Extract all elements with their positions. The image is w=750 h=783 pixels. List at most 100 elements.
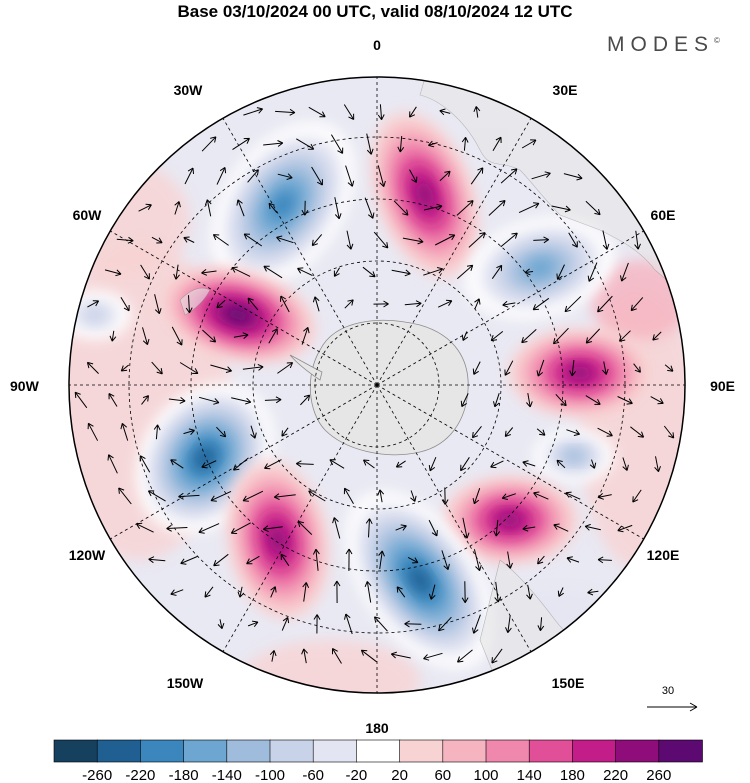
wind-arrow [533,491,549,500]
wind-arrow [141,395,149,405]
wind-arrow [183,236,195,243]
wind-arrow [178,492,200,500]
colorbar-tick-label: 100 [473,767,498,783]
wind-arrow [526,584,533,600]
wind-arrow [490,331,504,342]
wind-arrow [630,297,644,312]
wind-arrow [555,393,567,407]
brand-logo: MODES© [607,33,720,57]
wind-arrow [242,490,264,502]
colorbar-swatch [96,739,142,763]
wind-arrow [147,490,166,502]
wind-arrow [439,170,451,182]
wind-arrow [276,235,294,244]
wind-arrow [472,488,481,505]
wind-arrow [329,459,345,469]
wind-arrow [212,234,229,246]
wind-arrow [269,650,277,662]
graticule [69,77,685,693]
wind-arrow [434,234,456,246]
wind-arrow [472,361,481,375]
wind-arrow [277,362,294,374]
wind-arrow [168,397,186,404]
wind-arrow [460,457,470,472]
wind-arrow [630,426,645,438]
wind-arrow [404,300,422,308]
wind-arrow [428,584,436,600]
wind-arrow [462,517,470,539]
wind-arrow [585,200,601,216]
wind-arrow [140,264,150,280]
wind-arrow [564,295,582,313]
wind-arrow [333,267,341,277]
colorbar-swatch [399,739,444,763]
wind-arrow [522,524,536,532]
wind-arrow [493,393,500,408]
wind-arrow [536,428,546,436]
wind-arrow [247,297,259,311]
wind-arrow [151,361,163,375]
wind-arrow [474,298,481,310]
contour-band [416,181,434,209]
wind-arrow [201,269,217,276]
wind-arrow [216,299,226,309]
wind-arrow [216,426,227,438]
wind-arrow [537,617,545,631]
wind-arrow [247,620,259,628]
wind-reference-label: 30 [662,685,674,697]
colorbar-swatch [442,739,487,763]
wind-arrow [473,549,482,572]
wind-arrow [663,425,675,439]
wind-arrow [524,268,534,276]
wind-arrow [120,423,129,441]
wind-arrow [373,300,389,308]
wind-arrow [393,200,409,216]
wind-arrow [428,140,438,148]
wind-arrow [243,233,263,247]
wind-arrow [138,203,152,212]
wind-arrow [461,331,469,341]
colorbar-swatch [658,739,703,763]
wind-arrow [86,361,99,374]
wind-arrow [277,173,293,180]
wind-arrow [437,299,453,308]
colorbar-swatch [485,739,531,763]
colorbar-tick-label: 180 [560,767,585,783]
wind-arrow [301,200,309,216]
wind-reference-arrowhead [689,702,698,712]
wind-arrow [409,169,418,183]
wind-arrow [553,327,569,345]
wind-arrow [213,553,229,567]
wind-arrow [461,137,469,151]
wind-arrow [210,364,232,373]
wind-arrow [246,555,260,565]
wind-arrow [533,236,549,244]
wind-arrow [344,299,354,309]
wind-arrow [632,489,642,503]
anomaly-center [534,430,614,482]
wind-arrow [297,520,313,535]
wind-arrow [311,234,323,247]
wind-arrow [313,614,321,634]
wind-arrow [247,169,259,183]
wind-arrow [312,548,320,571]
wind-arrow [166,524,188,532]
wind-arrow [602,230,610,250]
latitude-circle [252,260,502,510]
wind-arrow [460,393,469,408]
wind-arrow [201,460,217,469]
wind-arrow [397,135,405,153]
wind-arrow [345,165,355,187]
colorbar-swatch [312,739,358,763]
contour-band [409,567,431,593]
wind-arrow [153,424,161,440]
longitude-label: 150W [167,675,204,691]
wind-arrow [441,487,449,505]
wind-arrow [233,457,249,471]
colorbar-swatch [615,739,660,763]
wind-arrow [461,581,469,603]
wind-arrow [171,326,183,346]
colorbar-swatch [528,739,574,763]
wind-arrow [343,104,355,120]
wind-arrow [537,555,545,565]
